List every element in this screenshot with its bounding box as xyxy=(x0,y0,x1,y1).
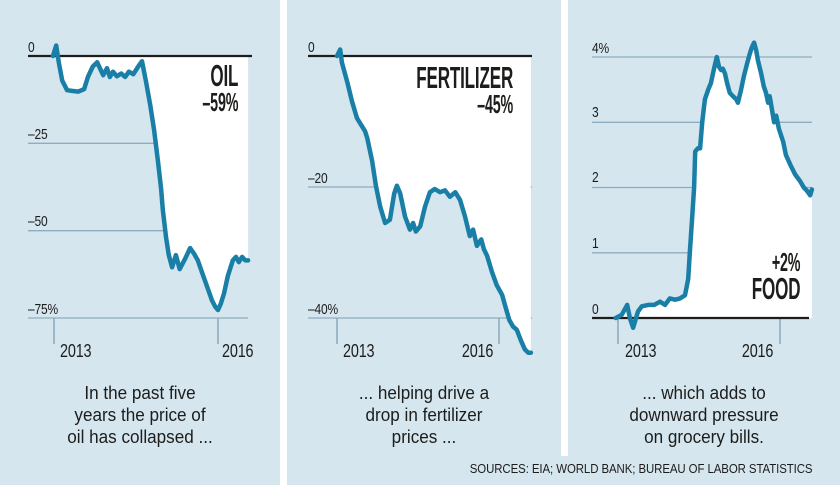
caption: In the past five years the price of oil … xyxy=(67,383,213,447)
y-axis-label: 0 xyxy=(308,39,315,56)
chart-title: OIL xyxy=(210,58,238,93)
panel-divider xyxy=(561,0,568,456)
caption: ... which adds to downward pressure on g… xyxy=(629,383,779,447)
chart-change-value: –59% xyxy=(202,87,238,117)
chart-key-figure: +2% FOOD xyxy=(712,247,800,306)
chart-key-figure: OIL –59% xyxy=(173,58,238,117)
chart-key-figure: FERTILIZER –45% xyxy=(337,60,513,119)
panel-divider xyxy=(280,0,287,485)
y-axis-label: 0 xyxy=(592,301,599,318)
food-panel: 4% 3 2 1 0 +2% FOOD 2013 2016 ... which … xyxy=(568,0,840,485)
x-axis-label-2016: 2016 xyxy=(461,341,494,361)
chart-change-value: –45% xyxy=(477,89,513,119)
oil-line-chart xyxy=(28,43,252,344)
oil-panel: 0 –25 –50 –75% OIL –59% 2013 2016 In the… xyxy=(0,0,280,485)
x-axis-label-2013: 2013 xyxy=(625,341,657,361)
x-axis-label-2016: 2016 xyxy=(741,341,774,361)
y-axis-label: 1 xyxy=(592,235,599,252)
y-axis-label: –40% xyxy=(308,301,339,318)
x-axis-label-2016: 2016 xyxy=(222,341,254,361)
y-axis-label: 0 xyxy=(28,39,35,56)
fertilizer-line-chart xyxy=(308,47,534,355)
chart-title: FOOD xyxy=(751,271,800,306)
y-axis-label: 2 xyxy=(592,169,599,186)
x-axis-label-2013: 2013 xyxy=(343,341,375,361)
chart-title: FERTILIZER xyxy=(416,60,513,95)
y-axis-label: –75% xyxy=(28,301,59,318)
y-axis-label: –25 xyxy=(28,126,48,143)
caption: ... helping drive a drop in fertilizer p… xyxy=(358,383,490,447)
y-axis-label: –50 xyxy=(28,213,48,230)
y-axis-label: 4% xyxy=(592,40,610,57)
food-line-chart xyxy=(592,40,815,344)
y-axis-label: 3 xyxy=(592,104,599,121)
sources-line: SOURCES: EIA; WORLD BANK; BUREAU OF LABO… xyxy=(469,461,812,476)
y-axis-label: –20 xyxy=(308,170,328,187)
x-axis-label-2013: 2013 xyxy=(60,341,92,361)
fertilizer-panel: 0 –20 –40% FERTILIZER –45% 2013 2016 ...… xyxy=(287,0,561,485)
chart-change-value: +2% xyxy=(771,247,800,277)
